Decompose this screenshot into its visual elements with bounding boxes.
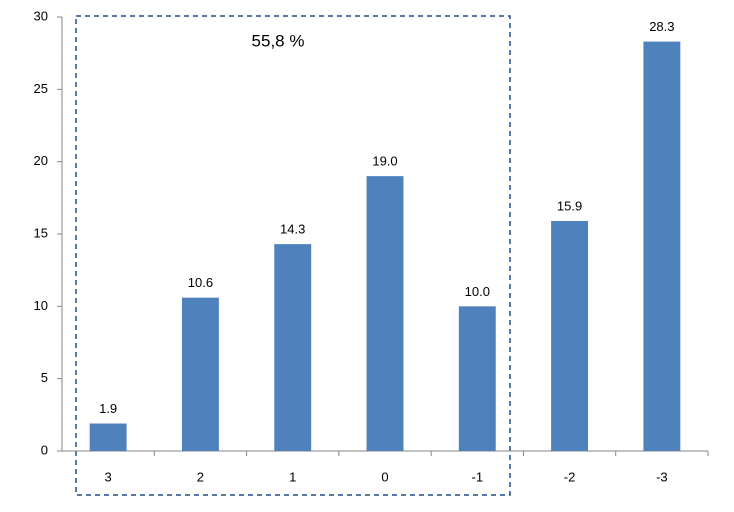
x-tick-label: 1 — [289, 469, 296, 484]
y-tick-label: 0 — [41, 442, 48, 457]
value-label: 1.9 — [99, 401, 117, 416]
value-label: 10.6 — [188, 275, 213, 290]
y-tick-label: 5 — [41, 370, 48, 385]
y-tick-label: 10 — [34, 298, 48, 313]
bar — [181, 297, 219, 451]
x-tick-label: -1 — [472, 469, 484, 484]
value-label: 28.3 — [649, 19, 674, 34]
bar — [274, 244, 312, 451]
x-tick-label: 2 — [197, 469, 204, 484]
x-tick-label: 3 — [105, 469, 112, 484]
y-tick-label: 25 — [34, 81, 48, 96]
x-tick-label: -2 — [564, 469, 576, 484]
value-label: 14.3 — [280, 222, 305, 237]
bar — [366, 176, 404, 451]
bar — [643, 41, 681, 452]
bar — [89, 423, 127, 451]
highlight-box — [75, 15, 511, 496]
value-label: 19.0 — [372, 154, 397, 169]
bar — [458, 306, 496, 451]
value-label: 15.9 — [557, 198, 582, 213]
annotation: 55,8 % — [252, 31, 305, 50]
x-tick-label: -3 — [656, 469, 668, 484]
bar — [551, 220, 589, 451]
y-tick-label: 20 — [34, 153, 48, 168]
y-tick-label: 30 — [34, 8, 48, 23]
y-tick-label: 15 — [34, 225, 48, 240]
value-label: 10.0 — [465, 284, 490, 299]
x-tick-label: 0 — [381, 469, 388, 484]
